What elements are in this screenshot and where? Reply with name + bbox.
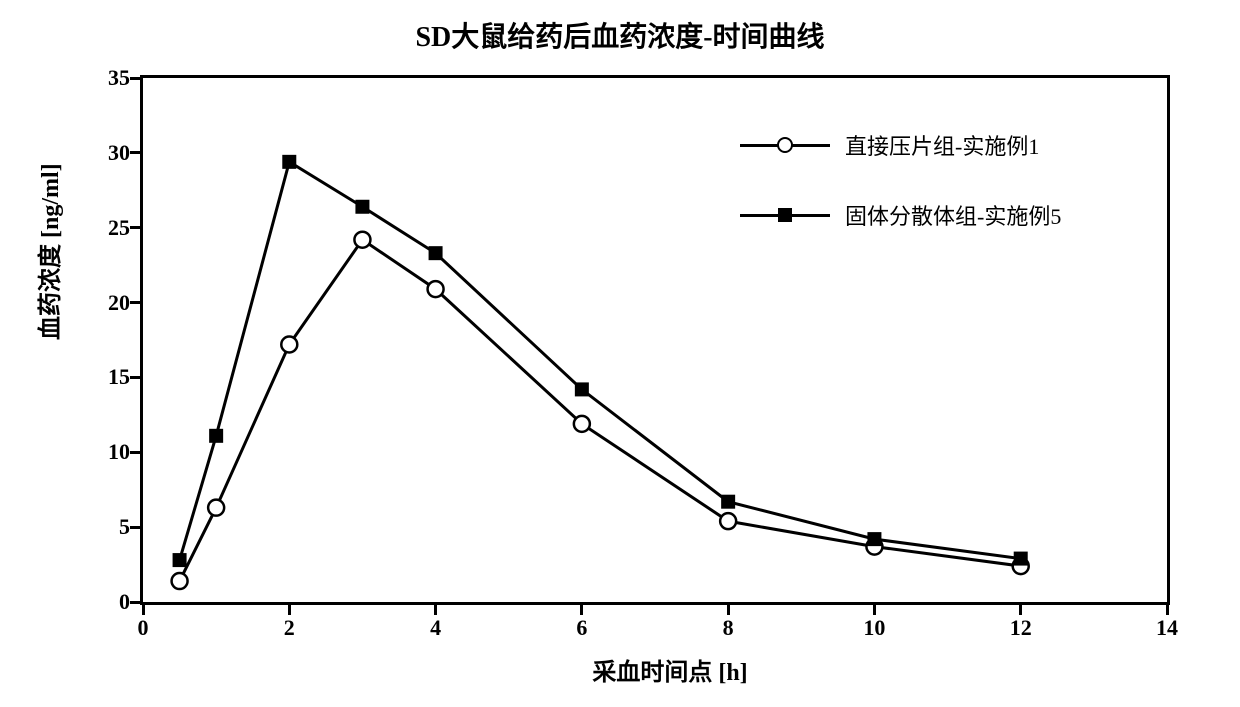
x-tick [1166, 605, 1169, 615]
legend: 直接压片组-实施例1 固体分散体组-实施例5 [740, 130, 1061, 270]
y-tick [130, 376, 140, 379]
y-tick-label: 20 [108, 290, 130, 316]
marker-circle [720, 513, 736, 529]
marker-square [282, 155, 296, 169]
x-tick-label: 6 [576, 615, 587, 641]
legend-label-1: 直接压片组-实施例1 [845, 129, 1039, 161]
circle-open-icon [777, 137, 793, 153]
x-tick [288, 605, 291, 615]
x-tick [580, 605, 583, 615]
legend-item-series1: 直接压片组-实施例1 [740, 130, 1061, 160]
marker-square [429, 246, 443, 260]
x-tick [1019, 605, 1022, 615]
x-tick-label: 0 [138, 615, 149, 641]
y-tick-label: 10 [108, 439, 130, 465]
marker-circle [208, 500, 224, 516]
marker-circle [354, 232, 370, 248]
y-tick-label: 5 [119, 514, 130, 540]
x-axis-label: 采血时间点 [h] [0, 652, 1240, 687]
marker-square [1014, 552, 1028, 566]
x-tick-label: 4 [430, 615, 441, 641]
marker-circle [172, 573, 188, 589]
x-tick-label: 2 [284, 615, 295, 641]
marker-square [209, 429, 223, 443]
y-tick [130, 526, 140, 529]
square-filled-icon [778, 208, 792, 222]
y-tick-label: 35 [108, 65, 130, 91]
y-tick [130, 601, 140, 604]
x-tick [873, 605, 876, 615]
y-tick [130, 77, 140, 80]
x-tick-label: 14 [1156, 615, 1178, 641]
legend-item-series2: 固体分散体组-实施例5 [740, 200, 1061, 230]
series-line-0 [180, 240, 1021, 581]
marker-square [173, 553, 187, 567]
y-tick-label: 30 [108, 140, 130, 166]
legend-line-1 [740, 144, 830, 147]
y-tick-label: 0 [119, 589, 130, 615]
x-tick-label: 8 [723, 615, 734, 641]
x-tick-label: 10 [863, 615, 885, 641]
marker-circle [281, 336, 297, 352]
marker-square [575, 382, 589, 396]
x-tick [727, 605, 730, 615]
y-tick-label: 25 [108, 215, 130, 241]
x-tick [142, 605, 145, 615]
marker-circle [428, 281, 444, 297]
legend-label-2: 固体分散体组-实施例5 [845, 199, 1061, 231]
y-tick [130, 301, 140, 304]
x-tick-label: 12 [1010, 615, 1032, 641]
y-tick-label: 15 [108, 364, 130, 390]
x-tick [434, 605, 437, 615]
chart-container: SD大鼠给药后血药浓度-时间曲线 血药浓度 [ng/ml] 采血时间点 [h] … [0, 0, 1240, 707]
marker-circle [574, 416, 590, 432]
y-axis-label: 血药浓度 [ng/ml] [30, 163, 65, 340]
marker-square [721, 495, 735, 509]
y-tick [130, 151, 140, 154]
y-tick [130, 226, 140, 229]
legend-line-2 [740, 214, 830, 217]
chart-title: SD大鼠给药后血药浓度-时间曲线 [0, 15, 1240, 55]
marker-square [867, 532, 881, 546]
y-tick [130, 451, 140, 454]
marker-square [355, 200, 369, 214]
